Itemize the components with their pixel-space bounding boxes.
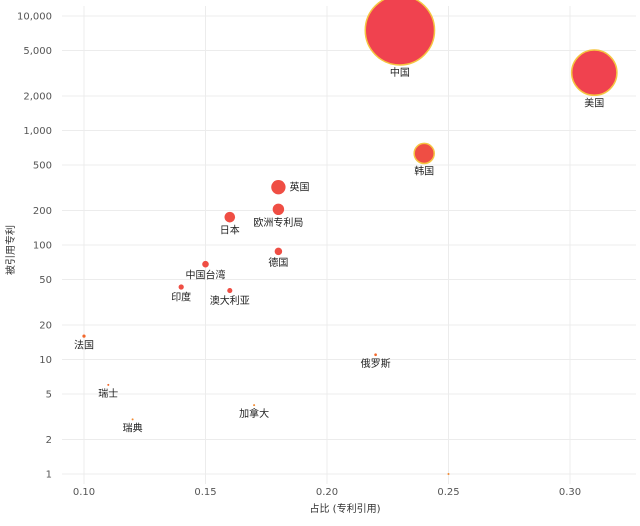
point-label: 日本 xyxy=(220,223,240,236)
data-point[interactable] xyxy=(364,0,436,66)
data-point[interactable] xyxy=(274,247,283,256)
y-tick-label: 200 xyxy=(33,206,52,217)
data-points xyxy=(82,0,618,475)
x-tick-label: 0.30 xyxy=(559,487,581,498)
point-label: 加拿大 xyxy=(239,407,269,420)
data-point[interactable] xyxy=(202,260,209,268)
y-tick-label: 2,000 xyxy=(23,92,52,103)
point-label: 印度 xyxy=(171,291,191,304)
y-tick-label: 500 xyxy=(33,160,52,171)
y-tick-label: 2 xyxy=(46,435,52,446)
data-point[interactable] xyxy=(570,49,618,97)
data-point[interactable] xyxy=(227,288,233,294)
point-label: 俄罗斯 xyxy=(361,357,391,370)
point-label: 中国 xyxy=(390,66,410,79)
x-tick-label: 0.15 xyxy=(194,487,216,498)
x-tick-label: 0.25 xyxy=(437,487,459,498)
y-tick-label: 100 xyxy=(33,241,52,252)
point-label: 美国 xyxy=(584,96,604,109)
x-tick-label: 0.20 xyxy=(316,487,338,498)
data-point[interactable] xyxy=(374,353,377,357)
y-tick-label: 1,000 xyxy=(23,126,52,137)
y-tick-label: 5,000 xyxy=(23,46,52,57)
data-point[interactable] xyxy=(413,142,435,165)
data-point[interactable] xyxy=(447,473,450,475)
y-tick-label: 10 xyxy=(39,355,52,366)
point-label: 中国台湾 xyxy=(186,268,226,281)
point-label: 欧洲专利局 xyxy=(253,216,303,229)
data-point[interactable] xyxy=(272,203,285,216)
grid-layer xyxy=(62,6,636,484)
point-label: 英国 xyxy=(290,181,310,194)
data-point[interactable] xyxy=(131,418,134,421)
data-point[interactable] xyxy=(178,284,184,290)
point-label: 法国 xyxy=(74,339,94,352)
x-axis-ticks: 0.10 0.15 0.20 0.25 0.30 xyxy=(73,487,581,498)
data-point[interactable] xyxy=(271,180,286,195)
y-axis-ticks: 1 2 5 10 20 50 100 200 500 1,000 2,000 5,000 10,000 xyxy=(17,12,52,481)
y-axis-title: 被引用专利 xyxy=(4,225,17,275)
point-label: 瑞典 xyxy=(123,421,143,434)
data-point[interactable] xyxy=(224,211,236,223)
data-point[interactable] xyxy=(82,334,86,338)
y-tick-label: 1 xyxy=(46,470,52,481)
y-tick-label: 50 xyxy=(39,275,52,286)
data-point[interactable] xyxy=(253,404,256,407)
point-label: 韩国 xyxy=(414,165,434,178)
point-label: 德国 xyxy=(268,256,288,269)
y-tick-label: 20 xyxy=(39,321,52,332)
point-label: 澳大利亚 xyxy=(210,294,250,307)
x-tick-label: 0.10 xyxy=(73,487,95,498)
data-point[interactable] xyxy=(107,383,110,386)
point-label: 瑞士 xyxy=(98,387,118,400)
y-tick-label: 10,000 xyxy=(17,12,52,23)
x-axis-title: 占比 (专利引用) xyxy=(310,502,381,515)
y-tick-label: 5 xyxy=(46,389,52,400)
